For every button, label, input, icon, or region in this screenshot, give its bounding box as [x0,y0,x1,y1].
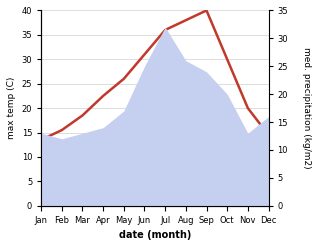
Y-axis label: max temp (C): max temp (C) [7,77,16,139]
X-axis label: date (month): date (month) [119,230,191,240]
Y-axis label: med. precipitation (kg/m2): med. precipitation (kg/m2) [302,47,311,169]
